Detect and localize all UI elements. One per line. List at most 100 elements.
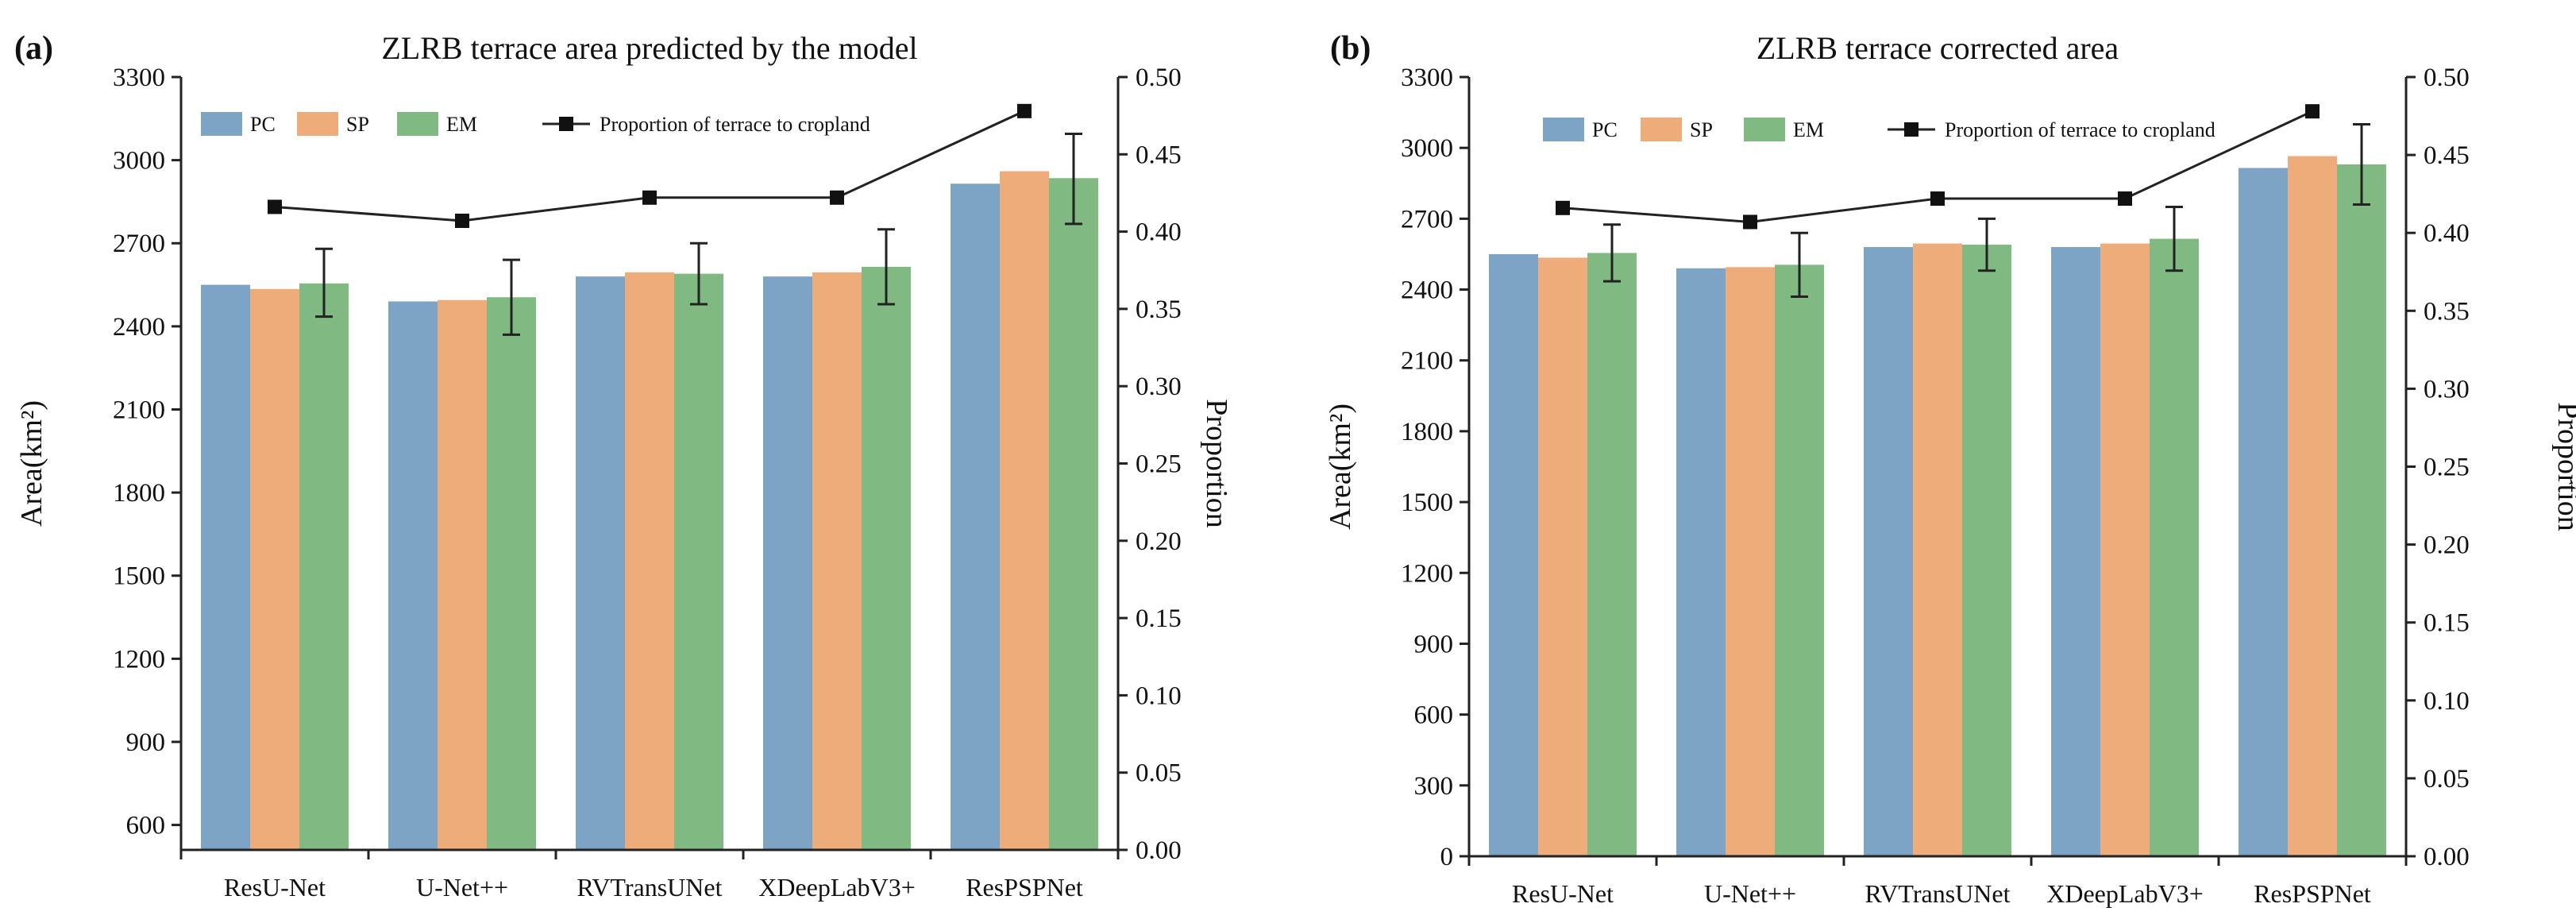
panel-label: (b) bbox=[1330, 30, 1371, 67]
legend-label-em: EM bbox=[446, 113, 477, 136]
x-tick-label: U-Net++ bbox=[416, 873, 508, 902]
legend-label-sp: SP bbox=[346, 113, 369, 136]
y2-tick-label: 0.50 bbox=[1136, 64, 1182, 92]
bar-pc-respspnet bbox=[2239, 168, 2288, 856]
y-tick-label: 1200 bbox=[1401, 559, 1453, 588]
y-tick-label: 0 bbox=[1440, 843, 1454, 871]
y-axis-title: Area(km²) bbox=[15, 400, 48, 527]
proportion-marker bbox=[455, 213, 469, 228]
chart-panel-a: (a) ZLRB terrace area predicted by the mo… bbox=[14, 30, 1233, 902]
bar-em-resunet bbox=[1587, 253, 1637, 857]
bar-sp-resunet bbox=[250, 288, 299, 851]
legend-label-em: EM bbox=[1793, 118, 1824, 141]
bar-sp-respspnet bbox=[1000, 171, 1049, 850]
bar-pc-unet bbox=[1676, 268, 1726, 857]
y2-tick-label: 0.35 bbox=[2424, 297, 2470, 326]
bar-em-respspnet bbox=[2337, 164, 2386, 856]
y-tick-label: 600 bbox=[126, 812, 166, 840]
x-tick-label: ResU-Net bbox=[224, 873, 326, 902]
bar-em-xdeeplabv3 bbox=[862, 266, 911, 850]
panel-label: (a) bbox=[14, 30, 53, 67]
legend-swatch-sp bbox=[1641, 118, 1682, 141]
y-tick-label: 2700 bbox=[1401, 205, 1453, 234]
legend-marker bbox=[1904, 122, 1919, 137]
bar-sp-rvtransunet bbox=[1913, 243, 1962, 856]
bar-sp-resunet bbox=[1538, 257, 1587, 856]
y-tick-label: 3000 bbox=[1401, 134, 1453, 163]
bar-em-unet bbox=[1775, 265, 1824, 857]
bar-sp-unet bbox=[1726, 267, 1775, 856]
y-tick-label: 3300 bbox=[113, 64, 165, 92]
chart-title: ZLRB terrace area predicted by the model bbox=[381, 30, 917, 66]
y-tick-label: 900 bbox=[1414, 630, 1454, 658]
y-tick-label: 2400 bbox=[1401, 276, 1453, 305]
legend-marker bbox=[559, 117, 573, 131]
y-tick-label: 2700 bbox=[113, 230, 165, 258]
y2-tick-label: 0.10 bbox=[1136, 682, 1182, 710]
proportion-marker bbox=[2118, 191, 2132, 207]
y2-tick-label: 0.05 bbox=[2424, 765, 2470, 794]
proportion-marker bbox=[642, 190, 657, 205]
legend-swatch-pc bbox=[1543, 118, 1584, 141]
y2-tick-label: 0.45 bbox=[2424, 141, 2470, 170]
y-tick-label: 1500 bbox=[113, 562, 165, 591]
y2-tick-label: 0.25 bbox=[1136, 450, 1182, 479]
x-tick-label: ResU-Net bbox=[1512, 879, 1614, 908]
y2-tick-label: 0.45 bbox=[1136, 141, 1182, 169]
y2-tick-label: 0.20 bbox=[2424, 531, 2470, 560]
x-tick-label: U-Net++ bbox=[1704, 879, 1796, 908]
bar-sp-xdeeplabv3 bbox=[812, 272, 862, 850]
y-tick-label: 2100 bbox=[1401, 347, 1453, 376]
y-tick-label: 1500 bbox=[1401, 488, 1453, 517]
proportion-marker bbox=[2305, 104, 2320, 119]
legend-label-proportion: Proportion of terrace to cropland bbox=[1945, 118, 2215, 141]
bar-pc-resunet bbox=[201, 284, 250, 850]
y-tick-label: 2100 bbox=[113, 396, 165, 424]
y-tick-label: 3000 bbox=[113, 147, 165, 176]
legend-swatch-em bbox=[397, 112, 438, 136]
y2-tick-label: 0.20 bbox=[1136, 527, 1182, 556]
bar-sp-rvtransunet bbox=[625, 272, 674, 850]
proportion-marker bbox=[1930, 191, 1945, 207]
y-tick-label: 300 bbox=[1414, 772, 1454, 801]
legend-label-proportion: Proportion of terrace to cropland bbox=[600, 113, 870, 136]
x-tick-label: ResPSPNet bbox=[966, 873, 1083, 902]
bar-em-rvtransunet bbox=[1962, 245, 2011, 857]
legend-swatch-em bbox=[1744, 118, 1785, 141]
x-tick-label: RVTransUNet bbox=[577, 873, 723, 902]
bar-sp-unet bbox=[438, 299, 487, 851]
y2-tick-label: 0.35 bbox=[1136, 295, 1182, 324]
x-tick-label: ResPSPNet bbox=[2254, 879, 2371, 908]
y2-axis-title: Proportion bbox=[1200, 399, 1233, 528]
bar-em-xdeeplabv3 bbox=[2150, 238, 2199, 856]
y-tick-label: 1800 bbox=[1401, 418, 1453, 446]
y-tick-label: 1200 bbox=[113, 645, 165, 674]
y2-axis-title: Proportion bbox=[2551, 402, 2576, 531]
bar-pc-rvtransunet bbox=[576, 276, 625, 850]
y2-tick-label: 0.15 bbox=[1136, 604, 1182, 633]
proportion-marker bbox=[830, 190, 844, 205]
bar-sp-xdeeplabv3 bbox=[2100, 243, 2150, 856]
legend-swatch-pc bbox=[201, 112, 242, 136]
y-tick-label: 600 bbox=[1414, 701, 1454, 730]
x-tick-label: XDeepLabV3+ bbox=[758, 873, 916, 902]
proportion-marker bbox=[268, 199, 282, 214]
proportion-marker bbox=[1017, 103, 1032, 118]
proportion-marker bbox=[1556, 200, 1570, 215]
proportion-marker bbox=[1743, 214, 1757, 230]
y2-tick-label: 0.50 bbox=[2424, 64, 2470, 92]
y2-tick-label: 0.00 bbox=[1136, 836, 1182, 865]
y2-tick-label: 0.40 bbox=[2424, 219, 2470, 248]
y2-tick-label: 0.30 bbox=[1136, 373, 1182, 401]
bar-pc-xdeeplabv3 bbox=[2051, 247, 2100, 856]
bar-sp-respspnet bbox=[2288, 156, 2337, 856]
y2-tick-label: 0.00 bbox=[2424, 843, 2470, 871]
y2-tick-label: 0.30 bbox=[2424, 375, 2470, 404]
legend-label-sp: SP bbox=[1690, 118, 1713, 141]
y-tick-label: 1800 bbox=[113, 479, 165, 508]
bar-em-respspnet bbox=[1049, 178, 1098, 850]
bar-em-rvtransunet bbox=[674, 273, 723, 850]
legend-label-pc: PC bbox=[1592, 118, 1618, 141]
chart-title: ZLRB terrace corrected area bbox=[1757, 30, 2119, 66]
